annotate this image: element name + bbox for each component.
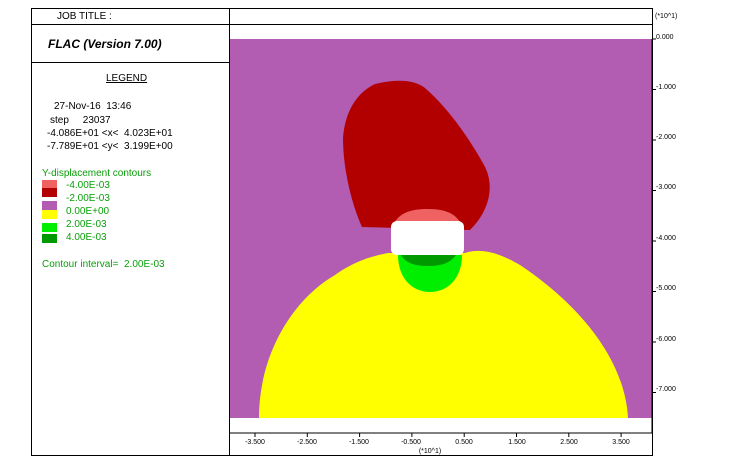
negative-displacement-region xyxy=(343,80,490,230)
y-tick-label: -5.000 xyxy=(656,285,676,292)
contour-title: Y-displacement contours xyxy=(42,168,152,179)
peak-positive-region xyxy=(401,255,456,266)
y-tick-label: -6.000 xyxy=(656,336,676,343)
x-tick-label: 3.500 xyxy=(612,439,630,446)
x-tick-label: -2.500 xyxy=(297,439,317,446)
y-tick-label: -4.000 xyxy=(656,235,676,242)
contour-interval: Contour interval= 2.00E-03 xyxy=(42,259,165,270)
x-axis-multiplier: (*10^1) xyxy=(418,448,442,455)
contour-label: -2.00E-03 xyxy=(66,193,110,204)
contour-swatch xyxy=(42,180,57,189)
legend-step: step 23037 xyxy=(50,115,111,126)
x-tick-label: 1.500 xyxy=(508,439,526,446)
x-tick-label: 0.500 xyxy=(455,439,473,446)
legend-title: LEGEND xyxy=(106,73,148,84)
x-tick-label: 2.500 xyxy=(560,439,578,446)
contour-swatch xyxy=(42,188,57,197)
contour-swatch xyxy=(42,210,57,219)
positive-displacement-region xyxy=(259,250,628,418)
x-tick-label: -3.500 xyxy=(245,439,265,446)
contour-swatch xyxy=(42,201,57,210)
contour-label: -4.00E-03 xyxy=(66,180,110,191)
contour-swatch xyxy=(42,223,57,232)
contour-label: 2.00E-03 xyxy=(66,219,107,230)
y-tick-label: 0.000 xyxy=(656,34,674,41)
legend-date: 27-Nov-16 13:46 xyxy=(54,101,132,112)
y-axis-multiplier: (*10^1) xyxy=(655,13,678,20)
y-tick-label: -3.000 xyxy=(656,184,676,191)
y-tick-label: -7.000 xyxy=(656,386,676,393)
panel-divider xyxy=(229,8,230,456)
legend-x-range: -4.086E+01 <x< 4.023E+01 xyxy=(47,128,173,139)
excavation-opening xyxy=(391,221,464,255)
plot-top-border xyxy=(229,24,653,25)
y-tick-label: -1.000 xyxy=(656,84,676,91)
contour-swatch xyxy=(42,234,57,243)
contour-label: 4.00E-03 xyxy=(66,232,107,243)
x-tick-label: -0.500 xyxy=(401,439,421,446)
x-tick-label: -1.500 xyxy=(349,439,369,446)
y-tick-label: -2.000 xyxy=(656,134,676,141)
legend-y-range: -7.789E+01 <y< 3.199E+00 xyxy=(47,141,173,152)
contour-label: 0.00E+00 xyxy=(66,206,110,217)
